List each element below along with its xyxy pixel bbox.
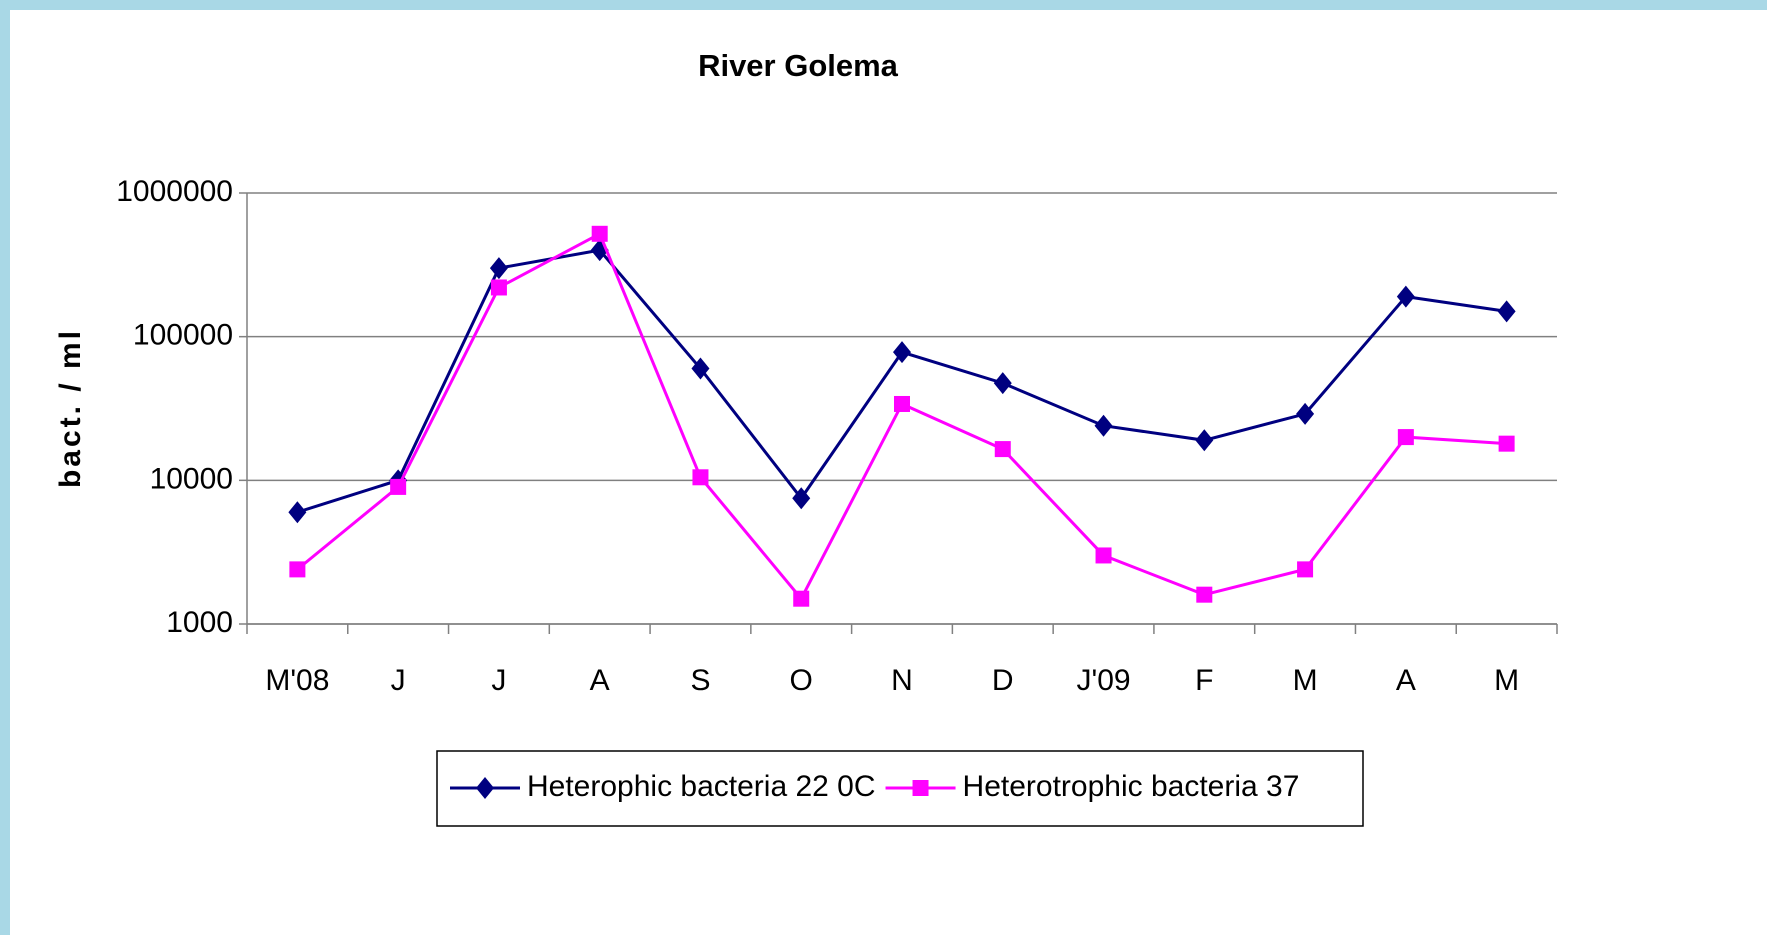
data-point (1297, 561, 1314, 578)
data-point (1296, 402, 1315, 425)
data-point (793, 590, 810, 607)
data-point (1498, 435, 1515, 452)
data-point (490, 279, 507, 296)
x-tick-label: M (1494, 664, 1519, 697)
x-tick-label: D (992, 664, 1014, 697)
x-tick-label: A (590, 664, 610, 697)
data-point (893, 341, 911, 364)
x-tick-label: M (1293, 664, 1318, 697)
data-point (489, 257, 508, 280)
data-point (692, 469, 709, 486)
data-point (1095, 547, 1112, 564)
data-point (288, 501, 307, 524)
data-point (691, 357, 710, 380)
x-tick-label: J'09 (1076, 664, 1130, 697)
x-tick-label: N (891, 664, 913, 697)
data-point (792, 487, 811, 510)
data-point (993, 372, 1012, 395)
data-point (1094, 414, 1113, 437)
data-point (894, 395, 910, 412)
x-tick-label: F (1195, 664, 1213, 697)
data-point (390, 478, 407, 495)
data-point (1397, 429, 1414, 446)
data-point (1497, 300, 1516, 323)
y-tick-label: 10000 (150, 462, 233, 495)
x-tick-label: A (1396, 664, 1416, 697)
data-point (994, 441, 1011, 458)
legend-label: Heterotrophic bacteria 37 (963, 770, 1300, 803)
x-tick-label: S (690, 664, 710, 697)
data-point (1396, 285, 1415, 308)
x-tick-label: J (391, 664, 406, 697)
data-point (1195, 429, 1214, 452)
data-point (1196, 586, 1213, 603)
legend-marker (476, 777, 494, 799)
x-tick-label: J (491, 664, 506, 697)
y-tick-label: 100000 (133, 319, 233, 352)
y-tick-label: 1000 (166, 606, 233, 639)
x-tick-label: M'08 (265, 664, 329, 697)
legend-label: Heterophic bacteria 22 0C (527, 770, 876, 803)
chart-title: River Golema (698, 48, 899, 83)
legend-marker (912, 780, 929, 796)
data-point (289, 561, 306, 578)
y-tick-label: 1000000 (116, 175, 233, 208)
x-tick-label: O (790, 664, 813, 697)
data-point (591, 225, 608, 242)
y-axis-label: bact. / ml (54, 328, 87, 488)
